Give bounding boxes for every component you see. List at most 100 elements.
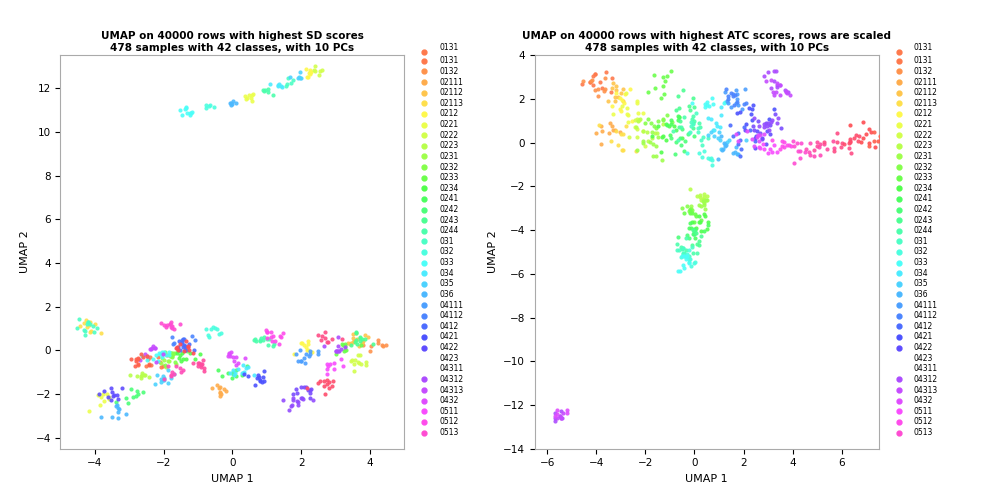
Point: [671, 123, 687, 132]
Point: [723, 103, 739, 111]
Point: [552, 412, 569, 420]
Point: [288, 397, 304, 405]
Point: [294, 339, 310, 347]
Point: [704, 94, 720, 102]
Point: [223, 99, 239, 107]
Point: [738, 120, 754, 128]
Point: [700, 218, 716, 226]
Point: [600, 97, 616, 105]
Point: [338, 340, 354, 348]
Text: 0511: 0511: [439, 407, 459, 416]
Point: [223, 348, 239, 356]
Point: [696, 191, 712, 199]
Point: [647, 152, 663, 160]
Point: [690, 119, 707, 127]
Point: [697, 227, 713, 235]
Point: [156, 375, 172, 384]
Point: [298, 346, 314, 354]
Point: [204, 384, 220, 392]
Point: [160, 350, 176, 358]
Point: [763, 118, 779, 126]
Point: [732, 136, 748, 144]
Point: [726, 101, 742, 109]
Point: [829, 129, 845, 137]
Point: [202, 101, 218, 109]
Point: [87, 329, 103, 337]
Point: [730, 101, 746, 109]
Point: [238, 364, 254, 372]
Point: [173, 338, 190, 346]
Point: [674, 125, 690, 133]
Point: [178, 355, 195, 363]
Point: [672, 122, 688, 131]
Text: 0423: 0423: [439, 354, 459, 363]
Point: [842, 138, 858, 146]
Point: [294, 394, 310, 402]
Point: [228, 353, 244, 361]
Point: [87, 320, 103, 328]
Point: [711, 134, 727, 142]
Point: [240, 363, 256, 371]
Point: [755, 140, 771, 148]
Point: [139, 352, 155, 360]
Text: 0232: 0232: [439, 162, 459, 171]
Point: [230, 359, 246, 367]
Point: [110, 414, 126, 422]
Point: [210, 366, 226, 374]
Point: [701, 102, 717, 110]
Point: [264, 332, 280, 340]
Point: [162, 352, 178, 360]
Point: [682, 262, 699, 270]
Point: [659, 111, 675, 119]
Point: [94, 413, 110, 421]
Point: [144, 344, 160, 352]
Point: [363, 342, 379, 350]
Point: [228, 372, 244, 380]
Point: [657, 77, 673, 85]
Point: [870, 137, 886, 145]
Point: [598, 74, 614, 82]
Point: [290, 398, 306, 406]
Point: [548, 410, 564, 418]
Point: [681, 207, 698, 215]
Text: 0432: 0432: [439, 396, 459, 405]
Point: [353, 360, 369, 368]
Point: [741, 104, 757, 112]
Text: 034: 034: [913, 269, 928, 278]
Point: [160, 379, 176, 387]
Text: 04312: 04312: [439, 375, 464, 384]
Point: [691, 212, 708, 220]
Point: [179, 347, 196, 355]
Point: [744, 116, 760, 124]
Point: [558, 409, 575, 417]
Point: [679, 149, 696, 157]
Point: [593, 140, 609, 148]
Point: [354, 339, 370, 347]
Point: [134, 352, 150, 360]
Point: [79, 323, 95, 331]
Point: [719, 138, 735, 146]
Point: [681, 129, 698, 137]
Point: [350, 351, 366, 359]
Point: [751, 122, 767, 131]
Point: [130, 361, 146, 369]
Point: [141, 360, 157, 368]
Point: [778, 88, 794, 96]
Point: [748, 132, 764, 140]
Point: [311, 71, 328, 79]
Point: [683, 202, 700, 210]
Point: [301, 350, 318, 358]
Point: [756, 122, 772, 131]
Point: [605, 126, 621, 134]
Point: [598, 68, 614, 76]
Point: [763, 84, 779, 92]
Point: [684, 112, 701, 120]
Point: [122, 371, 138, 379]
Point: [676, 252, 692, 260]
Point: [801, 148, 817, 156]
Point: [164, 333, 180, 341]
Point: [846, 135, 862, 143]
Point: [320, 360, 336, 368]
Point: [690, 149, 707, 157]
Point: [747, 144, 763, 152]
